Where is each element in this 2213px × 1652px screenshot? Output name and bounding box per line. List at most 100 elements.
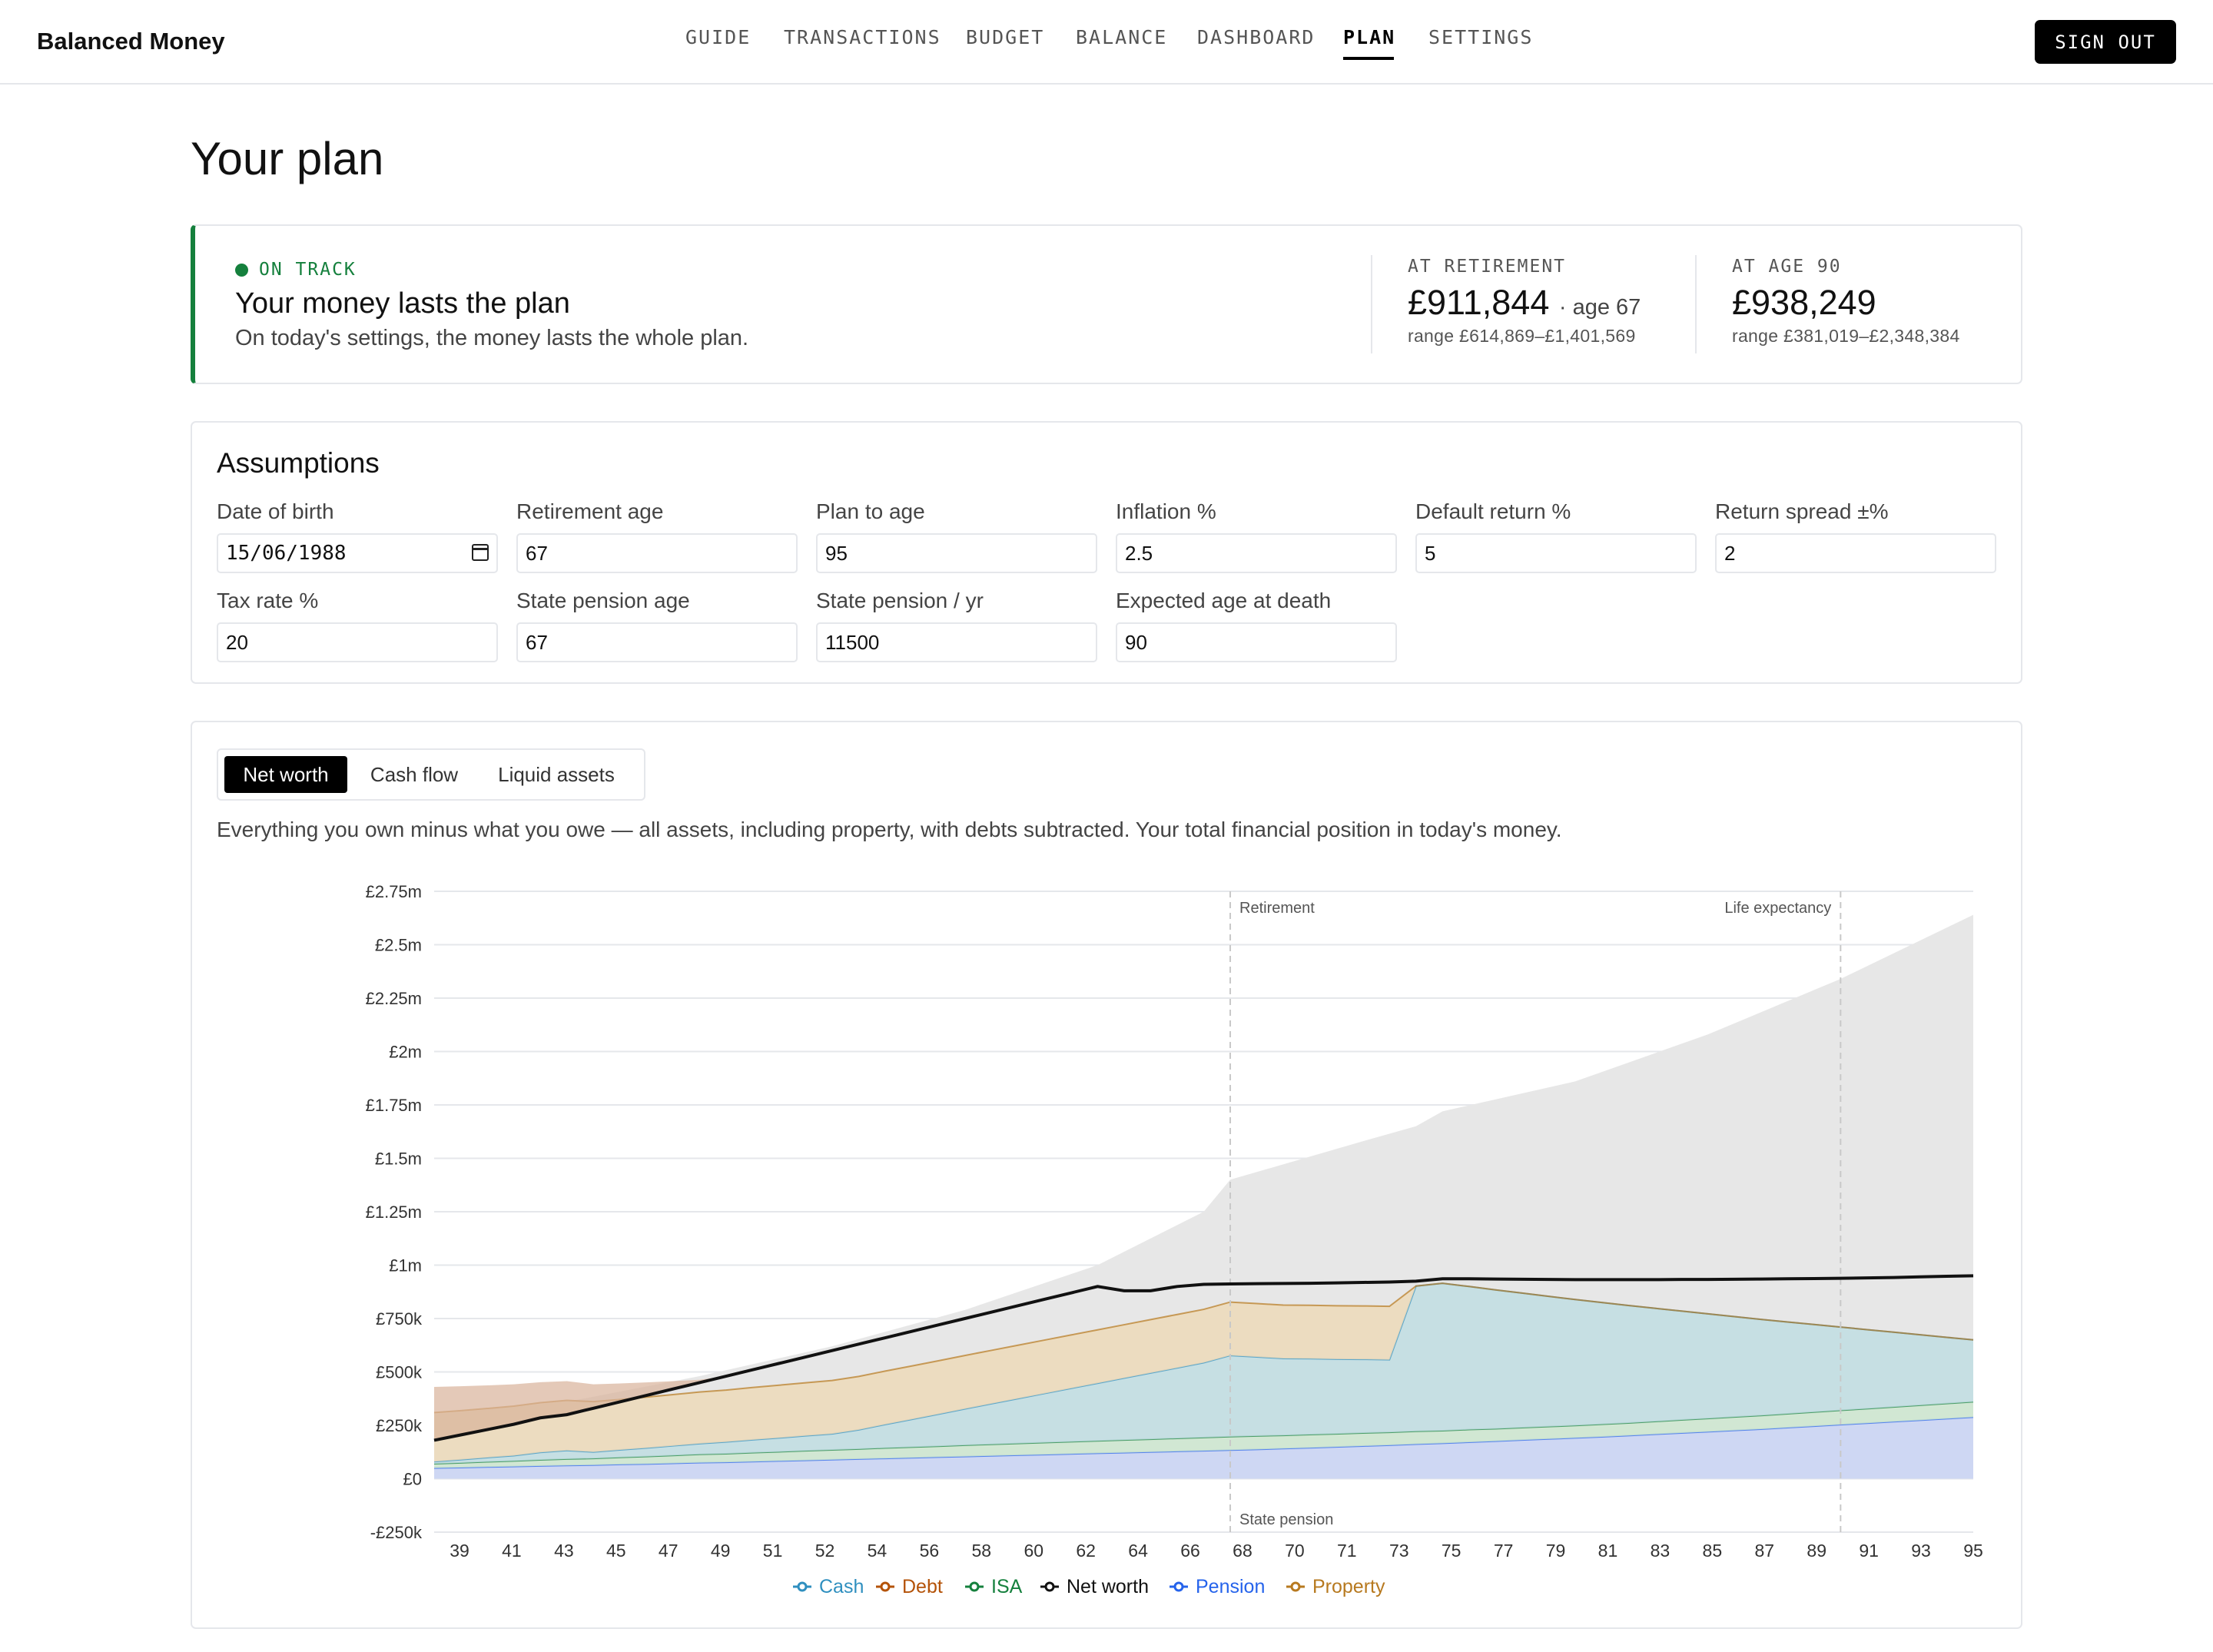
annotation-label: Retirement bbox=[1239, 900, 1315, 917]
metric-range: range £614,869–£1,401,569 bbox=[1408, 326, 1636, 346]
tax-rate-input[interactable]: 20 bbox=[217, 622, 498, 662]
metric-amount: £938,249 bbox=[1732, 283, 1876, 322]
date-of-birth-input[interactable]: 15/06/1988 bbox=[217, 533, 498, 573]
x-tick-label: 85 bbox=[1703, 1541, 1723, 1561]
legend-item-debt: Debt bbox=[902, 1576, 943, 1597]
y-tick-label: £2.25m bbox=[366, 989, 422, 1008]
x-tick-label: 68 bbox=[1233, 1541, 1252, 1561]
x-tick-label: 95 bbox=[1963, 1541, 1983, 1561]
assumptions-card: Assumptions Date of birth 15/06/1988 Ret… bbox=[191, 421, 2022, 684]
status-card: ON TRACK Your money lasts the plan On to… bbox=[191, 224, 2022, 384]
metric-age: · age 67 bbox=[1558, 295, 1641, 320]
page-title: Your plan bbox=[191, 133, 384, 184]
field-date-of-birth: Date of birth 15/06/1988 bbox=[217, 499, 498, 573]
field-label: State pension age bbox=[516, 589, 690, 612]
chart-view-tabs: Net worth Cash flow Liquid assets bbox=[217, 748, 645, 801]
field-label: Default return % bbox=[1415, 499, 1571, 523]
state-pension-age-input[interactable]: 67 bbox=[516, 622, 798, 662]
nav-budget[interactable]: BUDGET bbox=[966, 26, 1045, 48]
y-tick-label: -£250k bbox=[370, 1523, 423, 1542]
x-tick-label: 54 bbox=[868, 1541, 888, 1561]
nav-transactions[interactable]: TRANSACTIONS bbox=[784, 26, 941, 48]
field-label: Tax rate % bbox=[217, 589, 319, 612]
y-tick-label: £0 bbox=[403, 1470, 422, 1489]
x-tick-label: 52 bbox=[815, 1541, 835, 1561]
nav-dashboard[interactable]: DASHBOARD bbox=[1197, 26, 1316, 48]
x-tick-label: 47 bbox=[659, 1541, 678, 1561]
tab-net-worth[interactable]: Net worth bbox=[224, 756, 347, 793]
nav-guide[interactable]: GUIDE bbox=[685, 26, 751, 48]
field-label: Expected age at death bbox=[1116, 589, 1332, 612]
legend-marker-icon bbox=[1044, 1581, 1055, 1592]
expected-age-at-death-input[interactable]: 90 bbox=[1116, 622, 1397, 662]
x-tick-label: 87 bbox=[1754, 1541, 1774, 1561]
field-state-pension-per-year: State pension / yr 11500 bbox=[816, 589, 1097, 662]
x-tick-label: 43 bbox=[554, 1541, 574, 1561]
x-tick-label: 58 bbox=[972, 1541, 992, 1561]
nav-settings[interactable]: SETTINGS bbox=[1428, 26, 1534, 48]
legend-item-pension: Pension bbox=[1196, 1576, 1265, 1597]
state-pension-input[interactable]: 11500 bbox=[816, 622, 1097, 662]
legend-item-cash: Cash bbox=[819, 1576, 864, 1597]
x-tick-label: 71 bbox=[1337, 1541, 1357, 1561]
inflation-input[interactable]: 2.5 bbox=[1116, 533, 1397, 573]
field-plan-to-age: Plan to age 95 bbox=[816, 499, 1097, 573]
metric-value: £911,844 · age 67 bbox=[1408, 283, 1641, 323]
field-label: Date of birth bbox=[217, 499, 334, 523]
field-label: Inflation % bbox=[1116, 499, 1216, 523]
x-tick-label: 49 bbox=[711, 1541, 731, 1561]
x-tick-label: 73 bbox=[1389, 1541, 1409, 1561]
area-cash bbox=[434, 1283, 1973, 1465]
legend-marker-icon bbox=[969, 1581, 980, 1592]
annotation-label: Life expectancy bbox=[1724, 900, 1831, 917]
x-tick-label: 56 bbox=[920, 1541, 940, 1561]
y-tick-label: £500k bbox=[376, 1363, 423, 1382]
field-label: Plan to age bbox=[816, 499, 925, 523]
metric-at-age-90: AT AGE 90 £938,249 range £381,019–£2,348… bbox=[1732, 257, 1960, 347]
x-tick-label: 81 bbox=[1598, 1541, 1618, 1561]
metric-label: AT RETIREMENT bbox=[1408, 257, 1567, 277]
status-headline: Your money lasts the plan bbox=[235, 287, 570, 320]
field-return-spread: Return spread ±% 2 bbox=[1715, 499, 1996, 573]
calendar-icon[interactable] bbox=[472, 544, 489, 561]
x-tick-label: 39 bbox=[450, 1541, 469, 1561]
y-tick-label: £2.75m bbox=[366, 882, 422, 901]
field-label: Retirement age bbox=[516, 499, 664, 523]
x-tick-label: 41 bbox=[502, 1541, 522, 1561]
nav-balance[interactable]: BALANCE bbox=[1076, 26, 1168, 48]
legend-marker-icon bbox=[1173, 1581, 1184, 1592]
return-spread-input[interactable]: 2 bbox=[1715, 533, 1996, 573]
metric-range: range £381,019–£2,348,384 bbox=[1732, 326, 1960, 346]
plan-to-age-input[interactable]: 95 bbox=[816, 533, 1097, 573]
assumptions-title: Assumptions bbox=[217, 447, 380, 479]
y-tick-label: £250k bbox=[376, 1416, 423, 1435]
area-property bbox=[434, 1283, 1973, 1462]
x-tick-label: 62 bbox=[1076, 1541, 1096, 1561]
x-tick-label: 89 bbox=[1807, 1541, 1826, 1561]
y-tick-label: £1m bbox=[389, 1256, 422, 1275]
y-tick-label: £1.25m bbox=[366, 1203, 422, 1222]
divider bbox=[1695, 255, 1697, 353]
line-net-worth bbox=[433, 1274, 1974, 1442]
x-tick-label: 70 bbox=[1285, 1541, 1305, 1561]
status-badge-label: ON TRACK bbox=[259, 260, 357, 280]
brand-logo[interactable]: Balanced Money bbox=[37, 28, 225, 55]
sign-out-button[interactable]: SIGN OUT bbox=[2035, 20, 2176, 64]
retirement-age-input[interactable]: 67 bbox=[516, 533, 798, 573]
annotation-label: State pension bbox=[1239, 1511, 1333, 1528]
field-retirement-age: Retirement age 67 bbox=[516, 499, 798, 573]
x-tick-label: 45 bbox=[606, 1541, 626, 1561]
y-tick-label: £750k bbox=[376, 1309, 423, 1329]
line-property bbox=[433, 1282, 1974, 1414]
nav-plan[interactable]: PLAN bbox=[1343, 26, 1396, 60]
metric-label: AT AGE 90 bbox=[1732, 257, 1842, 277]
x-tick-label: 77 bbox=[1494, 1541, 1514, 1561]
default-return-input[interactable]: 5 bbox=[1415, 533, 1697, 573]
y-tick-label: £1.5m bbox=[375, 1149, 422, 1169]
status-dot-icon bbox=[235, 263, 248, 277]
area-pension bbox=[434, 1417, 1973, 1479]
legend-marker-icon bbox=[880, 1581, 891, 1592]
tab-cash-flow[interactable]: Cash flow bbox=[370, 762, 459, 786]
tab-liquid-assets[interactable]: Liquid assets bbox=[498, 762, 615, 786]
field-tax-rate: Tax rate % 20 bbox=[217, 589, 498, 662]
